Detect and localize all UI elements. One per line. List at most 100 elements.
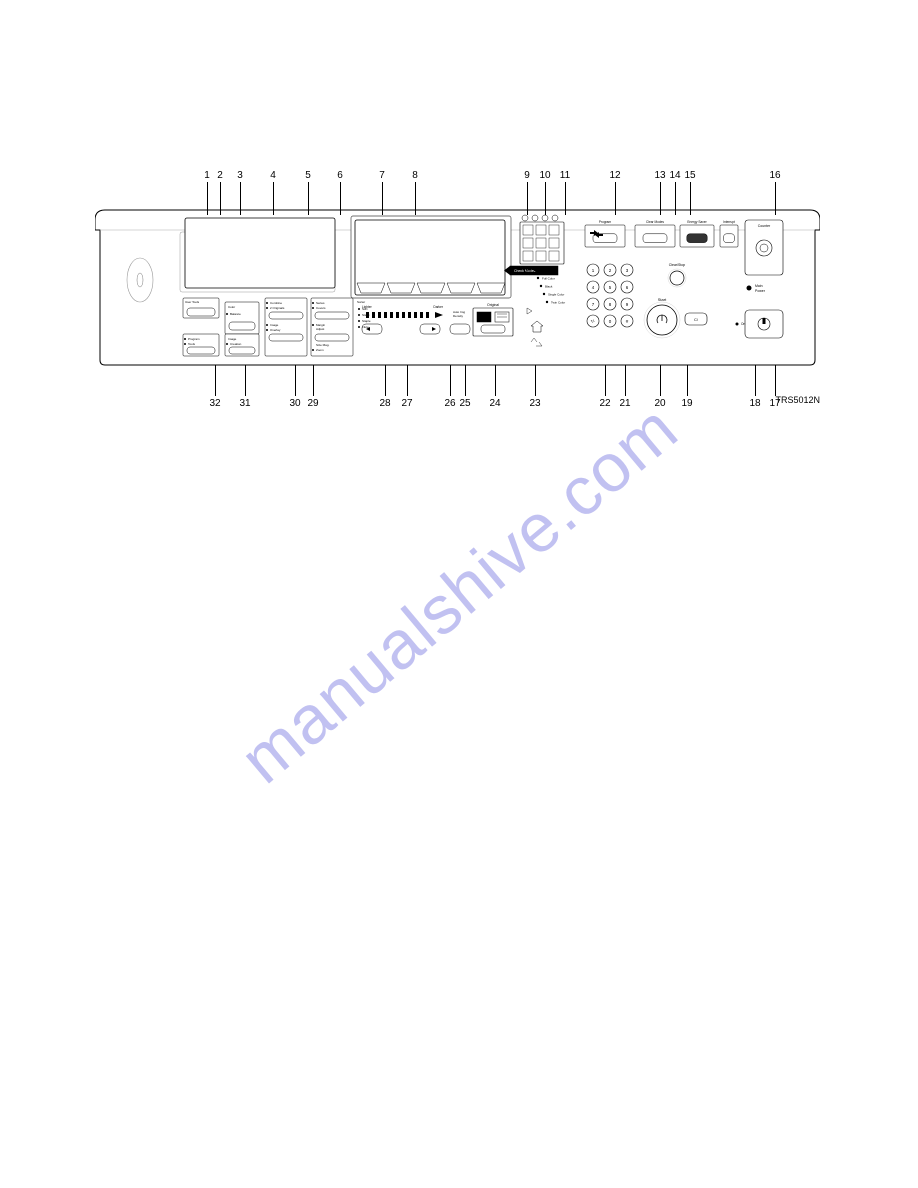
svg-text:Creation: Creation xyxy=(230,342,242,346)
callout-line-10 xyxy=(545,182,546,215)
callout-line-20 xyxy=(660,365,661,396)
operation-panel-diagram: Check Modes Program Clear Modes Energy Save… xyxy=(95,170,820,410)
callout-17: 17 xyxy=(765,398,785,409)
callout-line-6 xyxy=(340,182,341,215)
svg-text:Balance: Balance xyxy=(230,312,241,316)
callout-3: 3 xyxy=(230,170,250,181)
callout-line-15 xyxy=(690,182,691,215)
svg-text:Counter: Counter xyxy=(758,224,771,228)
callout-line-29 xyxy=(313,365,314,396)
callout-line-8 xyxy=(415,182,416,215)
callout-line-13 xyxy=(660,182,661,215)
svg-text:Original: Original xyxy=(487,303,499,307)
svg-text:Image: Image xyxy=(270,323,279,327)
callout-line-2 xyxy=(220,182,221,215)
callout-9: 9 xyxy=(517,170,537,181)
callout-line-26 xyxy=(450,365,451,396)
callout-line-19 xyxy=(687,365,688,396)
callout-line-23 xyxy=(535,365,536,396)
svg-text:On: On xyxy=(741,322,745,326)
watermark: manualshive.com xyxy=(226,389,693,799)
svg-text:Check Modes: Check Modes xyxy=(514,269,536,273)
svg-text:Image: Image xyxy=(228,337,237,341)
callout-line-4 xyxy=(273,182,274,215)
callout-line-31 xyxy=(245,365,246,396)
callout-line-11 xyxy=(565,182,566,215)
callout-5: 5 xyxy=(298,170,318,181)
callout-line-24 xyxy=(495,365,496,396)
svg-text:User Tools: User Tools xyxy=(185,300,200,304)
svg-text:Energy Saver: Energy Saver xyxy=(687,220,707,224)
callout-line-9 xyxy=(527,182,528,215)
svg-text:Interrupt: Interrupt xyxy=(723,220,735,224)
svg-text:Clear/Stop: Clear/Stop xyxy=(669,263,686,267)
svg-text:Tools: Tools xyxy=(188,342,196,346)
callout-10: 10 xyxy=(535,170,555,181)
svg-text:Program: Program xyxy=(599,220,612,224)
callout-line-27 xyxy=(407,365,408,396)
svg-text:2 Originals: 2 Originals xyxy=(270,306,285,310)
svg-text:Density: Density xyxy=(453,314,464,318)
callout-12: 12 xyxy=(605,170,625,181)
svg-text:Overlay: Overlay xyxy=(270,328,281,332)
svg-text:Start: Start xyxy=(658,297,667,302)
svg-text:Size Mag.: Size Mag. xyxy=(316,343,330,347)
svg-text:*/·: */· xyxy=(591,319,596,324)
callout-19: 19 xyxy=(677,398,697,409)
callout-32: 32 xyxy=(205,398,225,409)
svg-text:Stack: Stack xyxy=(362,313,370,317)
callout-22: 22 xyxy=(595,398,615,409)
callout-30: 30 xyxy=(285,398,305,409)
callout-2: 2 xyxy=(210,170,230,181)
svg-text:Black: Black xyxy=(545,285,553,289)
callout-31: 31 xyxy=(235,398,255,409)
callout-11: 11 xyxy=(555,170,575,181)
svg-text:Full Color: Full Color xyxy=(542,277,555,281)
svg-text:Main: Main xyxy=(755,284,763,288)
svg-text:Darker: Darker xyxy=(433,305,444,309)
callout-28: 28 xyxy=(375,398,395,409)
svg-text:Color: Color xyxy=(228,305,235,309)
callout-line-12 xyxy=(615,182,616,215)
panel-svg: Check Modes Program Clear Modes Energy Save… xyxy=(95,170,820,410)
callout-line-30 xyxy=(295,365,296,396)
callout-line-1 xyxy=(207,182,208,215)
svg-text:Series: Series xyxy=(316,301,325,305)
callout-18: 18 xyxy=(745,398,765,409)
callout-line-25 xyxy=(465,365,466,396)
callout-6: 6 xyxy=(330,170,350,181)
svg-text:Twin Color: Twin Color xyxy=(551,301,565,305)
callout-line-17 xyxy=(775,365,776,396)
svg-text:Combine: Combine xyxy=(270,301,282,305)
svg-text:Zoom: Zoom xyxy=(316,348,324,352)
callout-line-28 xyxy=(385,365,386,396)
svg-text:Adjust: Adjust xyxy=(316,327,325,331)
callout-23: 23 xyxy=(525,398,545,409)
svg-text:Power: Power xyxy=(755,289,766,293)
callout-line-18 xyxy=(755,365,756,396)
callout-line-16 xyxy=(775,182,776,215)
svg-text:Flute: Flute xyxy=(362,325,369,329)
svg-text:Sorter: Sorter xyxy=(357,300,365,304)
callout-16: 16 xyxy=(765,170,785,181)
svg-text:B&W: B&W xyxy=(539,269,546,273)
callout-8: 8 xyxy=(405,170,425,181)
callout-29: 29 xyxy=(303,398,323,409)
callout-21: 21 xyxy=(615,398,635,409)
callout-4: 4 xyxy=(263,170,283,181)
callout-line-21 xyxy=(625,365,626,396)
callout-line-3 xyxy=(240,182,241,215)
callout-25: 25 xyxy=(455,398,475,409)
svg-text:Clear Modes: Clear Modes xyxy=(646,220,664,224)
svg-text:Single Color: Single Color xyxy=(548,293,564,297)
svg-text:Staple: Staple xyxy=(362,319,371,323)
callout-line-5 xyxy=(308,182,309,215)
callout-27: 27 xyxy=(397,398,417,409)
callout-20: 20 xyxy=(650,398,670,409)
svg-text:Sort: Sort xyxy=(362,307,368,311)
svg-text:Program: Program xyxy=(188,337,200,341)
callout-line-7 xyxy=(382,182,383,215)
callout-24: 24 xyxy=(485,398,505,409)
callout-15: 15 xyxy=(680,170,700,181)
callout-line-22 xyxy=(605,365,606,396)
